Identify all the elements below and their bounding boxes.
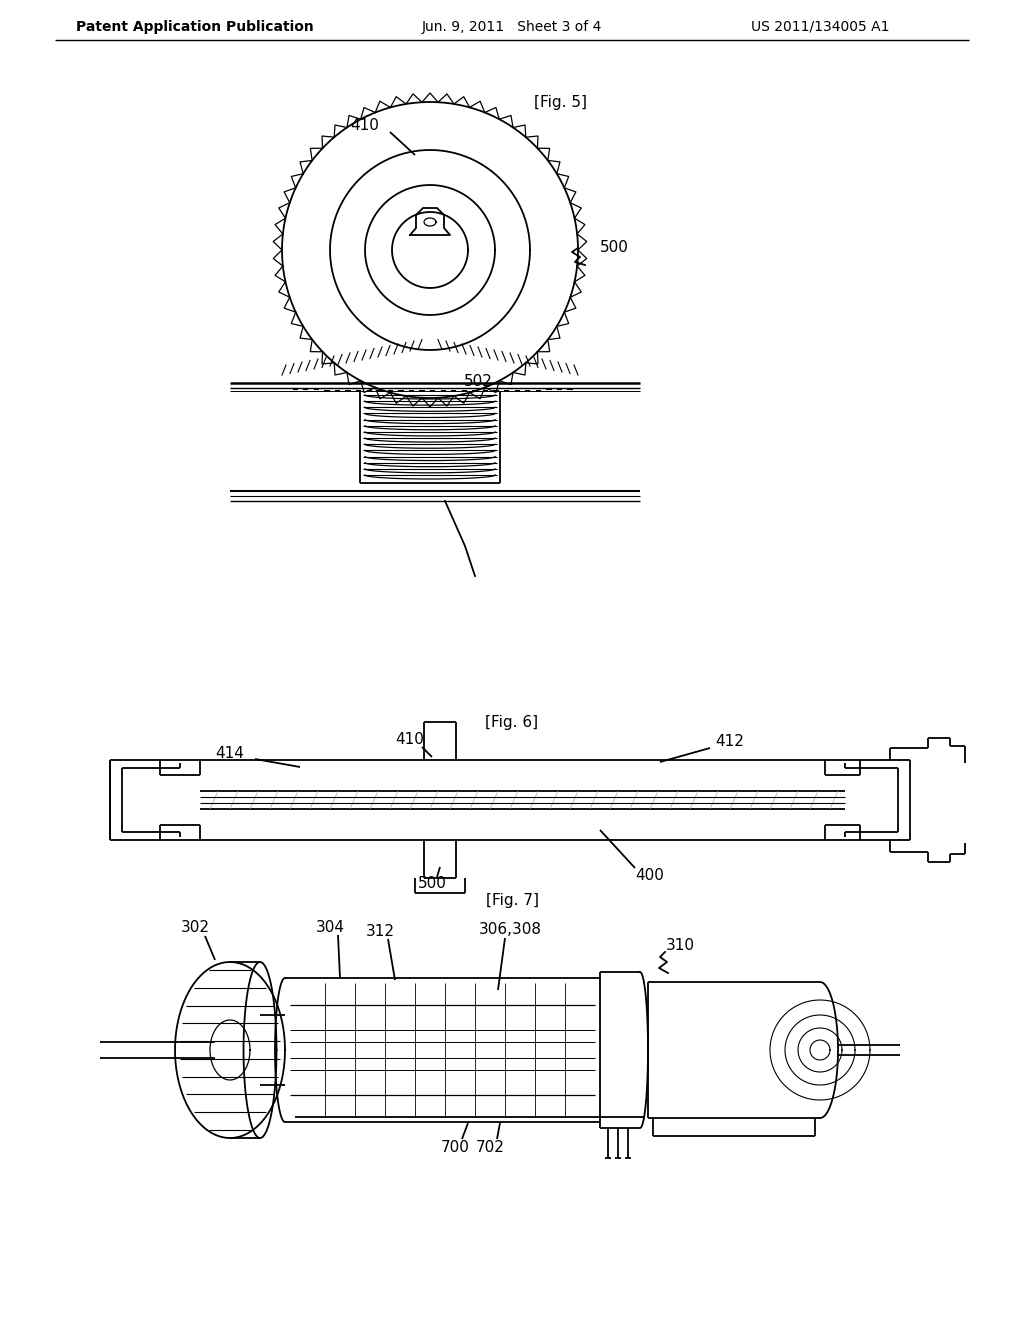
Text: 400: 400 — [636, 867, 665, 883]
Text: 500: 500 — [600, 240, 629, 256]
Text: 302: 302 — [180, 920, 210, 936]
Text: 412: 412 — [716, 734, 744, 750]
Text: 700: 700 — [440, 1139, 469, 1155]
Text: 306,308: 306,308 — [478, 923, 542, 937]
Text: [Fig. 6]: [Fig. 6] — [485, 715, 539, 730]
Text: 702: 702 — [475, 1139, 505, 1155]
Text: [Fig. 5]: [Fig. 5] — [534, 95, 587, 110]
Text: Jun. 9, 2011   Sheet 3 of 4: Jun. 9, 2011 Sheet 3 of 4 — [422, 20, 602, 34]
Text: 310: 310 — [666, 937, 694, 953]
Text: US 2011/134005 A1: US 2011/134005 A1 — [751, 20, 889, 34]
Text: 414: 414 — [216, 746, 245, 760]
Text: Patent Application Publication: Patent Application Publication — [76, 20, 314, 34]
Text: 304: 304 — [315, 920, 344, 935]
Text: 502: 502 — [464, 375, 493, 389]
Text: 410: 410 — [395, 733, 424, 747]
Text: 312: 312 — [366, 924, 394, 940]
Text: [Fig. 7]: [Fig. 7] — [485, 892, 539, 908]
Text: 500: 500 — [418, 876, 446, 891]
Text: 410: 410 — [350, 117, 380, 132]
